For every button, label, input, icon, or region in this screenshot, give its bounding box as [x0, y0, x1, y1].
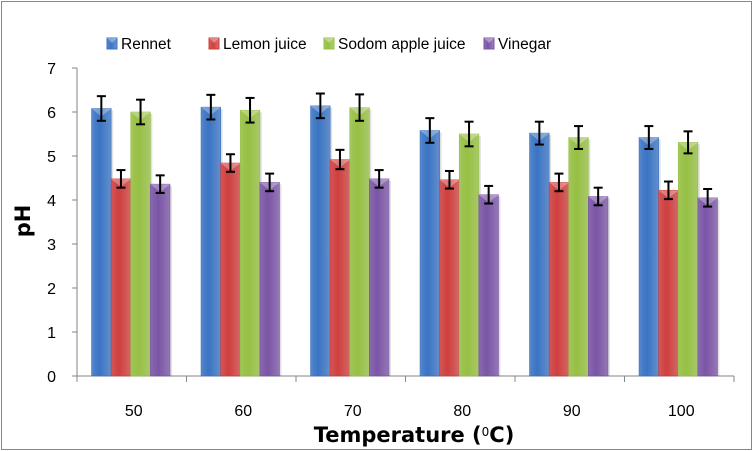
legend-label: Rennet	[121, 36, 172, 53]
x-axis-title: Temperature (0C)	[314, 423, 515, 447]
legend-swatch-bevel	[484, 38, 494, 43]
axes: 0 1 2 3 4 5 6 7 50 60 70 80 90 100	[47, 61, 735, 420]
legend: Rennet Lemon juice Sodom apple juice Vinega…	[106, 36, 551, 53]
y-tick-label: 6	[47, 105, 56, 122]
x-axis-title-sup: 0	[482, 425, 490, 439]
legend-swatch	[106, 37, 118, 50]
legend-label: Lemon juice	[223, 36, 307, 53]
bar-rennet-70	[310, 105, 331, 377]
bar-sodom-apple-juice-90	[568, 137, 589, 377]
y-tick-label: 5	[47, 149, 56, 166]
bar-sodom-apple-juice-60	[239, 109, 261, 377]
x-tick-label: 90	[563, 403, 581, 420]
y-tick-label: 0	[47, 369, 56, 386]
bar-vinegar-90	[588, 196, 609, 377]
bar-lemon-juice-100	[658, 190, 679, 377]
bar-sodom-apple-juice-80	[458, 133, 480, 377]
y-tick-label: 1	[47, 325, 56, 342]
legend-swatch-bevel	[107, 38, 117, 43]
bars	[91, 105, 720, 377]
bar-lemon-juice-50	[110, 178, 132, 377]
legend-swatch	[323, 37, 335, 50]
bar-lemon-juice-70	[329, 159, 351, 377]
x-tick-label: 100	[668, 403, 695, 420]
legend-swatch-bevel	[209, 38, 219, 43]
legend-swatch	[208, 37, 220, 50]
y-tick-label: 3	[47, 237, 56, 254]
bar-rennet-60	[200, 106, 221, 377]
bar-vinegar-100	[697, 197, 718, 377]
x-tick-label: 60	[234, 403, 252, 420]
legend-label: Sodom apple juice	[338, 36, 466, 53]
bar-rennet-100	[638, 137, 659, 377]
x-tick-label: 50	[125, 403, 143, 420]
y-tick-label: 2	[47, 281, 56, 298]
bar-sodom-apple-juice-70	[349, 107, 370, 377]
bar-rennet-80	[419, 130, 440, 377]
x-tick-label: 70	[344, 403, 362, 420]
bar-lemon-juice-80	[439, 179, 460, 377]
x-axis-title-end: C)	[489, 423, 514, 447]
x-axis-title-main: Temperature (	[314, 423, 482, 447]
bar-vinegar-80	[478, 194, 499, 377]
bar-vinegar-60	[259, 182, 280, 377]
bar-vinegar-70	[369, 178, 390, 377]
y-axis-title: pH	[11, 205, 35, 238]
y-tick-label: 4	[47, 193, 56, 210]
bar-sodom-apple-juice-50	[130, 111, 151, 377]
bar-lemon-juice-60	[220, 162, 241, 377]
bar-rennet-90	[529, 132, 550, 377]
x-tick-label: 80	[453, 403, 471, 420]
error-bars	[96, 92, 713, 208]
bar-lemon-juice-90	[548, 182, 570, 377]
legend-swatch-bevel	[324, 38, 334, 43]
legend-swatch	[483, 37, 495, 50]
legend-label: Vinegar	[498, 36, 551, 53]
bar-sodom-apple-juice-100	[677, 142, 699, 377]
bar-vinegar-50	[150, 183, 171, 377]
bar-rennet-50	[91, 108, 112, 377]
y-tick-label: 7	[47, 61, 56, 78]
